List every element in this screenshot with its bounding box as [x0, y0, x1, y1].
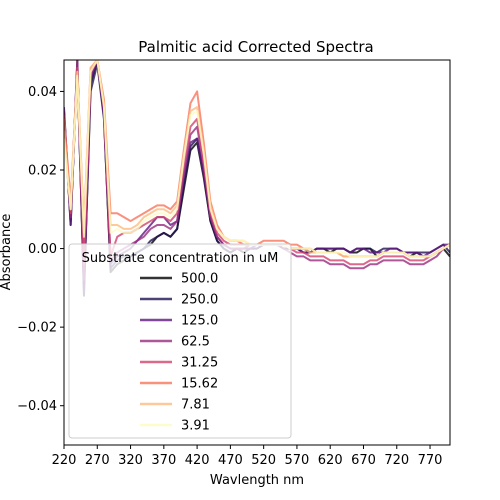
x-tick-label: 320 [118, 453, 143, 468]
y-tick-label: 0.04 [28, 85, 57, 100]
y-tick-label: −0.04 [17, 399, 57, 414]
legend: Substrate concentration in uM 500.0 250.0… [68, 243, 292, 439]
legend-label: 15.62 [181, 377, 218, 392]
chart-title: Palmitic acid Corrected Spectra [138, 38, 374, 56]
legend-label: 31.25 [181, 356, 218, 371]
x-tick-label: 220 [52, 453, 77, 468]
x-tick-label: 720 [384, 453, 409, 468]
legend-label: 7.81 [181, 398, 210, 413]
y-axis: 0.04 0.02 0.00 −0.02 −0.04 [17, 85, 64, 414]
legend-items: 500.0 250.0 125.0 62.5 31.25 15.62 7.81 3.91 [140, 272, 218, 434]
x-tick-label: 770 [418, 453, 443, 468]
x-tick-label: 270 [85, 453, 110, 468]
x-tick-label: 370 [151, 453, 176, 468]
legend-title: Substrate concentration in uM [82, 251, 279, 266]
y-axis-title: Absorbance [0, 214, 14, 291]
plot-frame [63, 59, 451, 446]
x-tick-label: 520 [251, 453, 276, 468]
x-tick-label: 570 [285, 453, 310, 468]
x-tick-label: 620 [318, 453, 343, 468]
legend-label: 250.0 [181, 293, 218, 308]
y-tick-label: 0.02 [28, 164, 57, 179]
x-axis-title: Wavlength nm [210, 473, 304, 488]
x-tick-label: 670 [351, 453, 376, 468]
y-tick-label: 0.00 [28, 242, 57, 257]
legend-label: 3.91 [181, 419, 210, 434]
x-tick-label: 420 [185, 453, 210, 468]
x-tick-label: 470 [218, 453, 243, 468]
legend-label: 125.0 [181, 314, 218, 329]
legend-label: 62.5 [181, 335, 210, 350]
y-tick-label: −0.02 [17, 321, 57, 336]
legend-label: 500.0 [181, 272, 218, 287]
x-axis: 220 270 320 370 420 470 520 570 620 670 720 770 [52, 445, 443, 468]
legend-box [68, 243, 292, 439]
